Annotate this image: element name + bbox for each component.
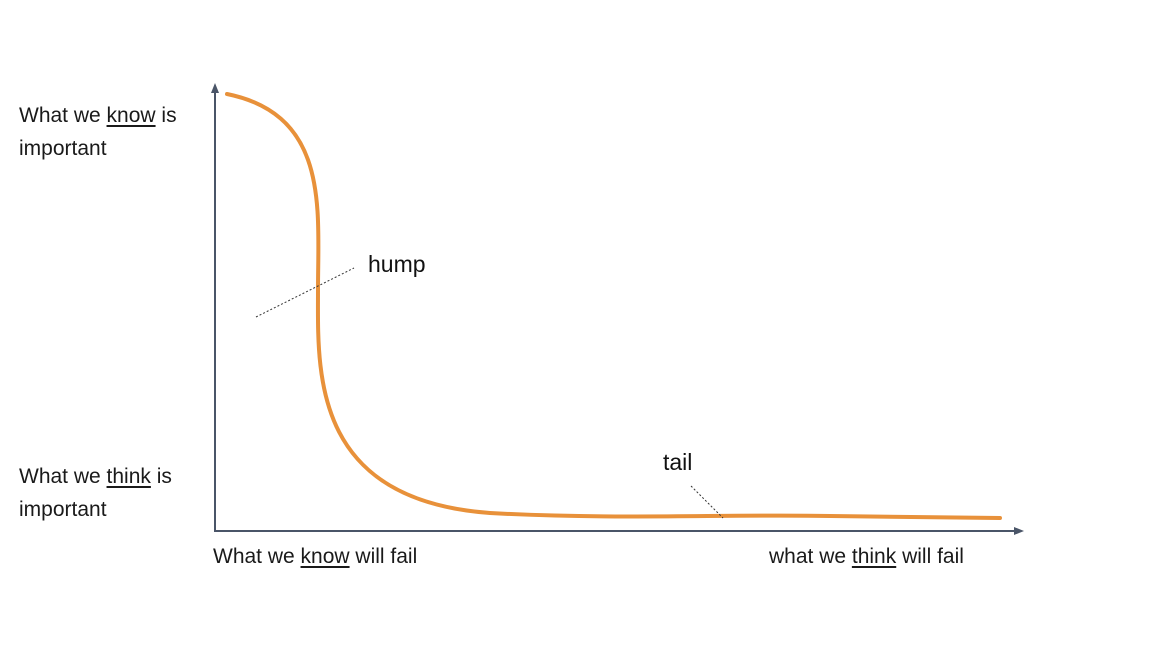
x-axis-right-label: what we think will fail [769,540,964,573]
y-top-label-line2: important [19,137,107,160]
x-left-label-suffix: will fail [349,545,418,568]
y-bottom-label-prefix: What we [19,465,107,488]
x-axis-left-label: What we know will fail [213,540,417,573]
tail-annotation: tail [663,449,693,475]
y-top-label-emphasis: know [106,104,156,127]
y-axis-arrowhead [211,83,219,93]
y-top-label-suffix: is [155,104,177,127]
y-axis-top-label: What we know is important [19,99,177,165]
y-bottom-label-line2: important [19,498,107,521]
y-bottom-label-emphasis: think [106,465,151,488]
x-right-label-suffix: will fail [896,545,964,568]
tail-leader-line [690,485,724,519]
y-axis-bottom-label: What we think is important [19,460,172,526]
y-top-label-prefix: What we [19,104,107,127]
x-left-label-prefix: What we [213,545,301,568]
distribution-curve [225,92,1002,520]
y-bottom-label-suffix: is [150,465,172,488]
x-right-label-prefix: what we [769,545,852,568]
x-axis-arrowhead [1014,527,1024,535]
hump-annotation: hump [368,251,426,277]
x-left-label-emphasis: know [300,545,350,568]
hump-leader-line [255,267,355,318]
x-right-label-emphasis: think [851,545,897,568]
